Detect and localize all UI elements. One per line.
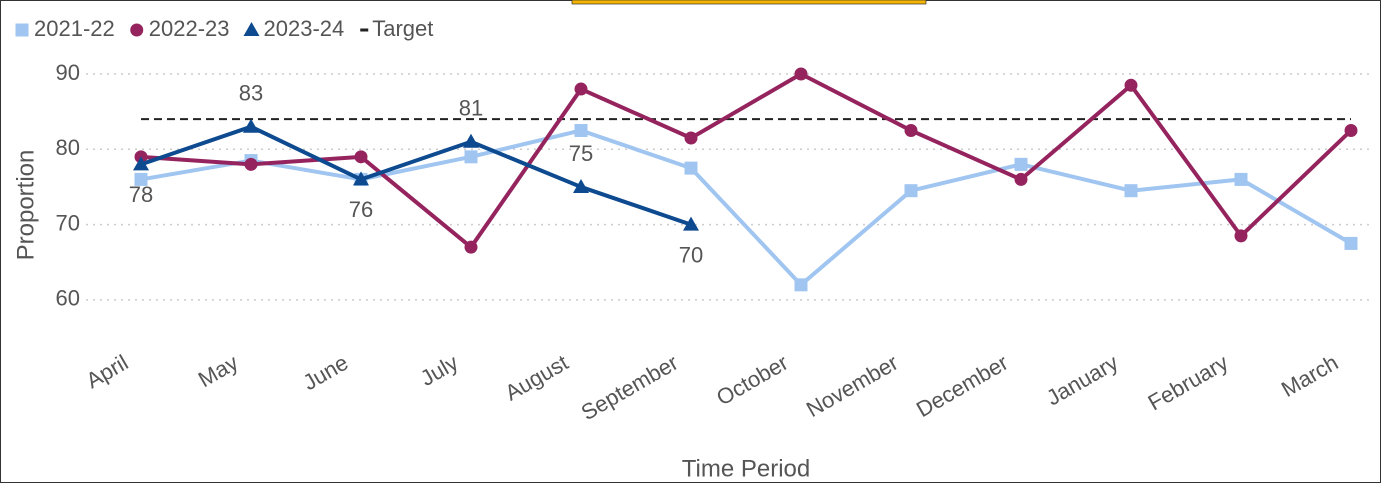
data-label: 76 <box>349 197 373 222</box>
legend-label: Target <box>372 16 433 41</box>
data-point <box>1344 236 1358 250</box>
series-line <box>140 72 1353 250</box>
data-point <box>1234 229 1248 243</box>
legend-label: 2021-22 <box>34 16 115 41</box>
data-point <box>904 123 918 137</box>
series-line <box>140 128 1353 287</box>
data-point <box>794 278 808 292</box>
data-point <box>353 171 369 186</box>
y-tick-label: 80 <box>56 135 80 160</box>
data-point <box>463 133 479 148</box>
data-point <box>574 123 588 137</box>
legend-marker <box>243 22 260 36</box>
data-point <box>464 240 478 254</box>
data-point <box>904 184 918 198</box>
y-axis-title: Proportion <box>12 150 39 261</box>
legend-marker <box>130 23 144 37</box>
legend-marker <box>15 23 29 37</box>
data-point <box>684 161 698 175</box>
data-point <box>1124 78 1138 92</box>
data-point <box>1124 184 1138 198</box>
data-point <box>573 178 589 193</box>
legend-label: 2022-23 <box>149 16 230 41</box>
data-label: 83 <box>239 81 263 106</box>
data-point <box>243 118 259 133</box>
top-tab <box>571 0 927 5</box>
data-point <box>244 157 258 171</box>
data-point <box>683 216 699 231</box>
x-axis-title: Time Period <box>682 455 810 482</box>
legend-label: 2023-24 <box>264 16 345 41</box>
data-point <box>464 150 478 164</box>
data-point <box>684 131 698 145</box>
data-point <box>1014 157 1028 171</box>
data-point <box>133 156 149 171</box>
data-point <box>1344 123 1358 137</box>
y-tick-label: 60 <box>56 286 80 311</box>
y-tick-label: 70 <box>56 210 80 235</box>
data-label: 75 <box>569 141 593 166</box>
series-line <box>140 124 692 227</box>
data-point <box>794 67 808 81</box>
data-point <box>1234 172 1248 186</box>
data-label: 78 <box>129 182 153 207</box>
data-point <box>134 172 148 186</box>
data-label: 70 <box>679 242 703 267</box>
y-tick-label: 90 <box>56 60 80 85</box>
data-point <box>354 150 368 164</box>
data-point <box>574 82 588 96</box>
data-label: 81 <box>459 96 483 121</box>
data-point <box>1014 172 1028 186</box>
